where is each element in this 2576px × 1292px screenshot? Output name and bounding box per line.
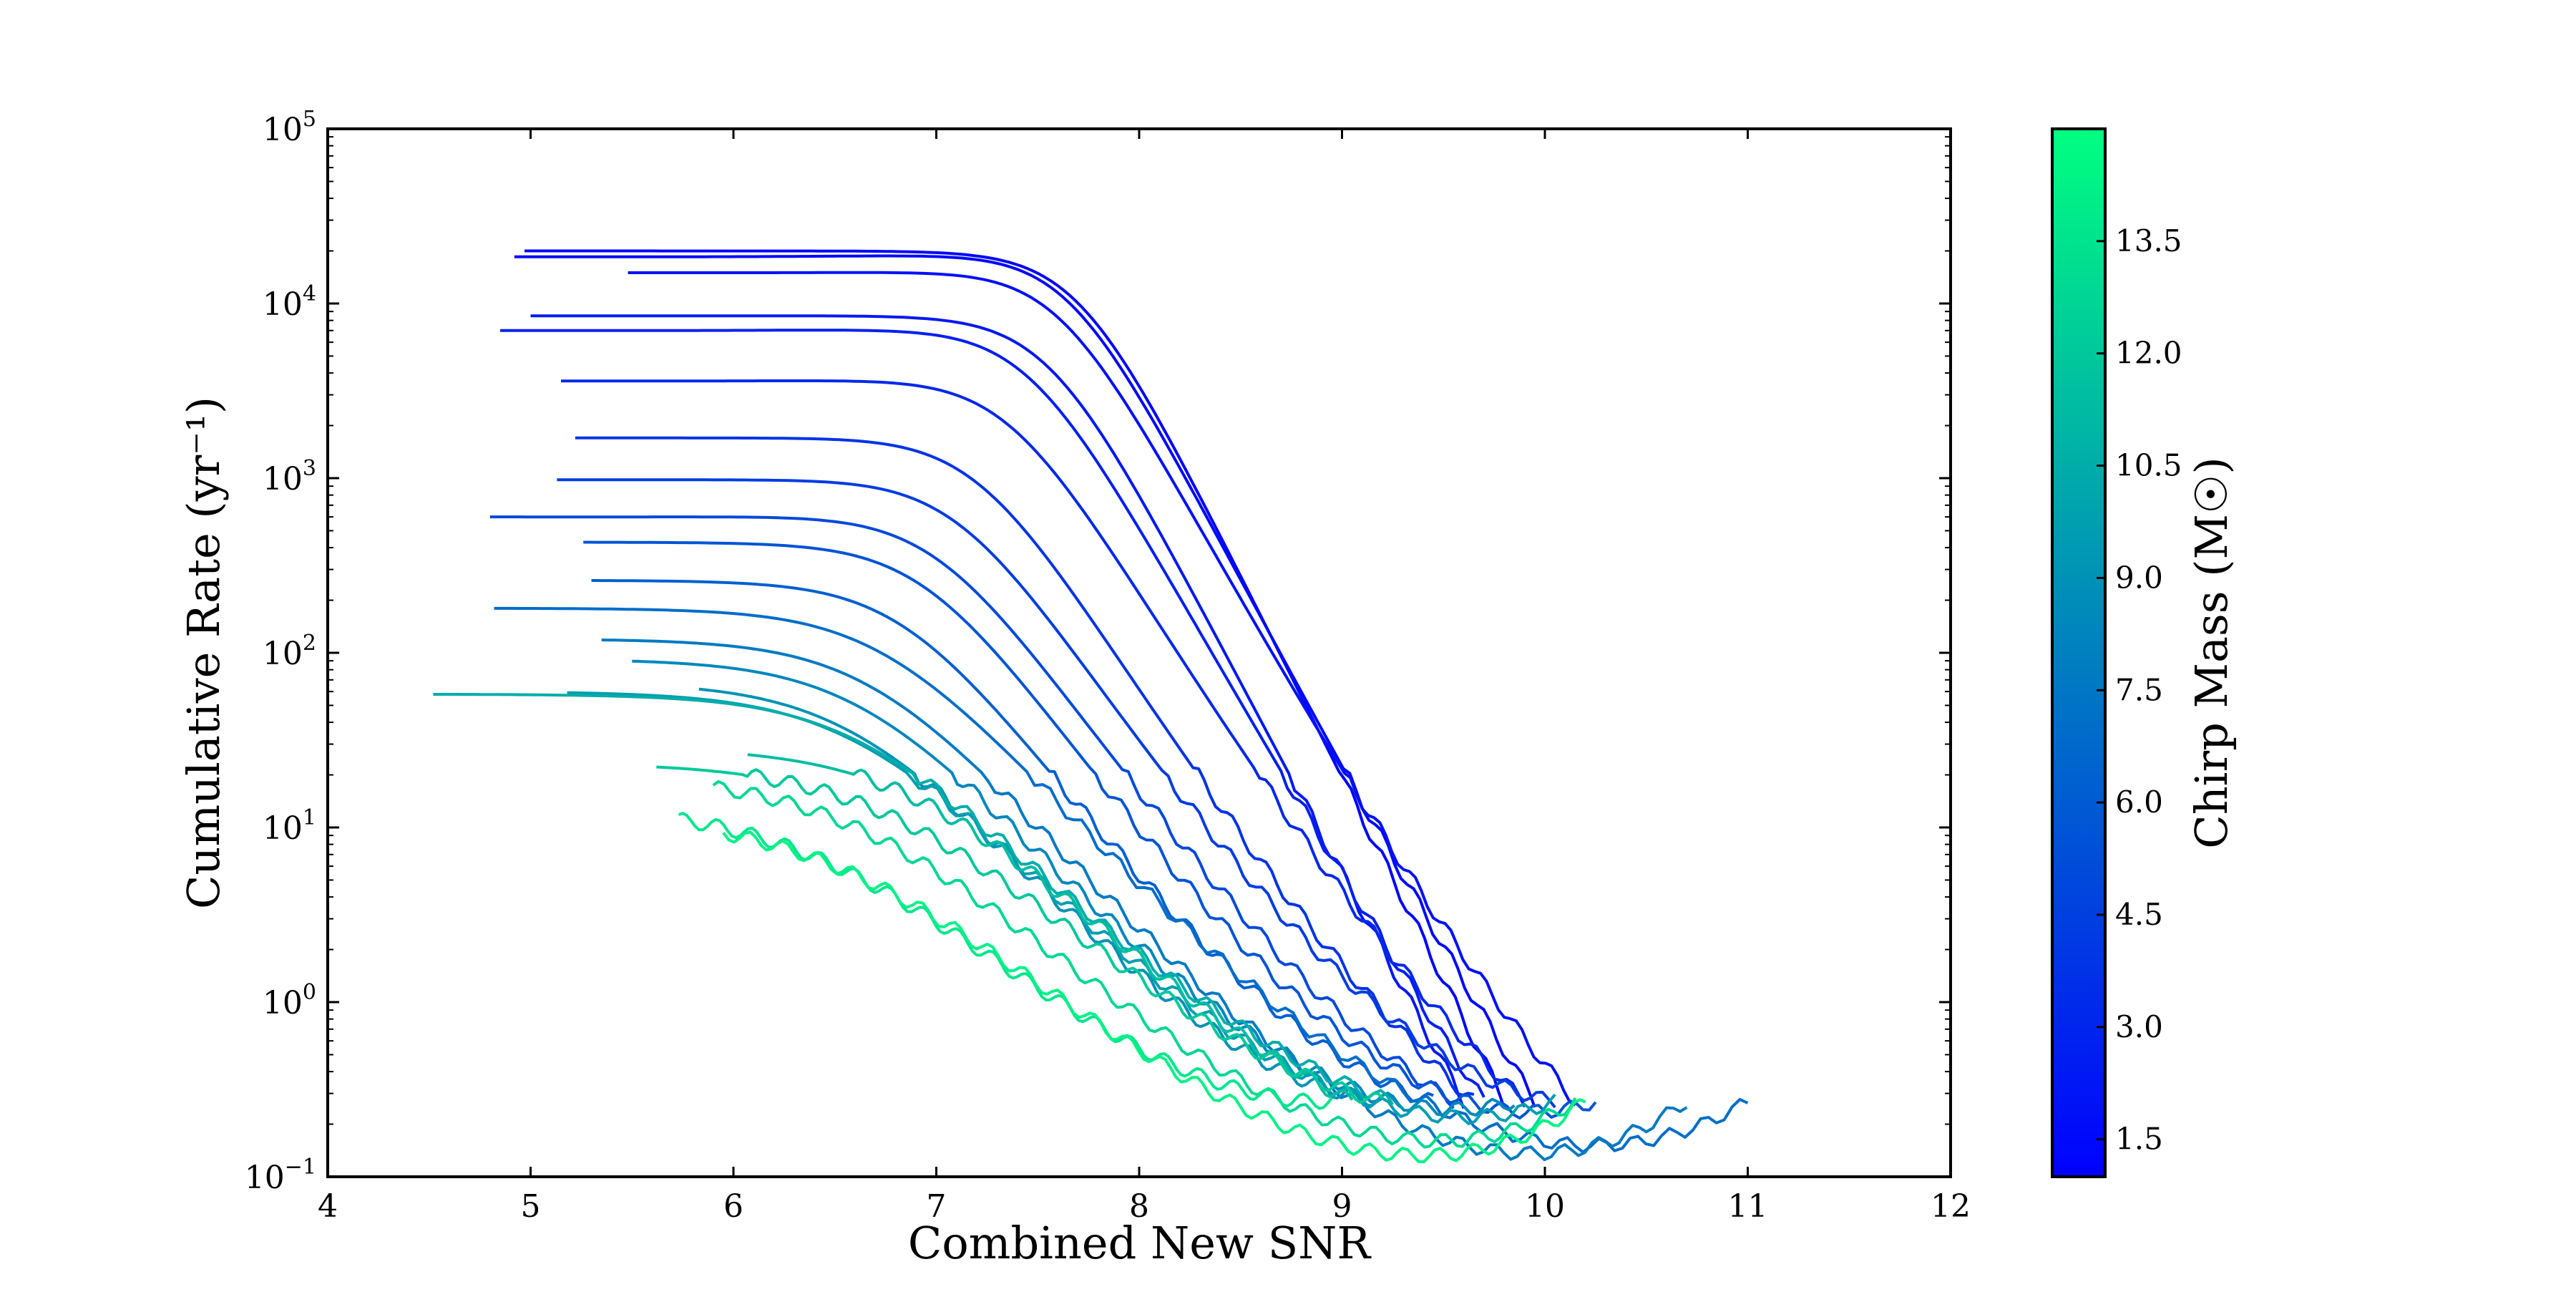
series-line	[494, 606, 1749, 1154]
series-line	[567, 691, 1556, 1125]
series-line	[489, 515, 1455, 1109]
y-tick-label: 104	[263, 281, 316, 323]
y-tick-label: 10−1	[245, 1155, 316, 1196]
colorbar-tick-label: 13.5	[2115, 223, 2182, 258]
y-tick-label: 100	[263, 980, 316, 1021]
x-tick-label: 8	[1129, 1188, 1149, 1225]
series-line	[530, 314, 1465, 1109]
x-tick-label: 9	[1332, 1188, 1352, 1225]
series-line	[500, 329, 1485, 1098]
series-line	[712, 779, 1577, 1149]
colorbar-tick-label: 6.0	[2115, 785, 2163, 820]
x-axis-title: Combined New SNR	[908, 1217, 1372, 1269]
series-line	[514, 254, 1536, 1108]
x-tick-label: 11	[1728, 1188, 1768, 1225]
series-line	[628, 271, 1576, 1107]
colorbar-title: Chirp Mass (M☉)	[2185, 457, 2238, 848]
colorbar-tick-label: 7.5	[2115, 672, 2163, 707]
y-tick-label: 101	[263, 805, 316, 847]
series-line	[525, 249, 1506, 1109]
series-line	[433, 693, 1395, 1106]
series-line	[722, 830, 1586, 1164]
colorbar-ticks: 1.5 3.0 4.5 6.0 7.5 9.0 10.5 12.0 13.5	[2097, 223, 2182, 1157]
plot-frame	[326, 127, 1952, 1178]
x-tick-label: 6	[723, 1188, 743, 1225]
y-tick-label: 103	[263, 456, 316, 497]
series-line	[575, 436, 1475, 1097]
y-tick-label: 105	[263, 107, 316, 148]
x-tick-label: 12	[1931, 1188, 1971, 1225]
colorbar-tick-label: 1.5	[2115, 1122, 2163, 1157]
y-axis-title: Cumulative Rate (yr⁻¹)	[177, 397, 230, 909]
series-line	[601, 638, 1688, 1162]
colorbar-tick-label: 9.0	[2115, 560, 2163, 595]
x-tick-label: 7	[927, 1188, 947, 1225]
colorbar-tick-label: 12.0	[2115, 336, 2182, 371]
series-line	[747, 753, 1354, 1101]
x-tick-label: 10	[1525, 1188, 1565, 1225]
series-line	[656, 765, 1384, 1104]
y-axis: 10−1 100 101 102 103 104 105	[245, 107, 1951, 1196]
series-line	[678, 812, 1333, 1110]
x-axis: 4 5 6 7 8 9 10 11 12	[318, 129, 1971, 1225]
colorbar-tick-label: 3.0	[2115, 1009, 2163, 1044]
series-line	[583, 540, 1597, 1119]
x-tick-label: 5	[521, 1188, 541, 1225]
colorbar-tick-label: 10.5	[2115, 448, 2182, 483]
series-line	[557, 478, 1556, 1109]
colorbar-tick-label: 4.5	[2115, 897, 2163, 932]
colorbar	[2051, 127, 2107, 1178]
y-tick-label: 102	[263, 631, 316, 672]
series-line	[591, 579, 1434, 1103]
series-layer	[433, 249, 1749, 1164]
series-line	[561, 379, 1526, 1108]
series-line	[698, 687, 1404, 1110]
series-line	[632, 659, 1516, 1117]
x-tick-label: 4	[318, 1188, 338, 1225]
